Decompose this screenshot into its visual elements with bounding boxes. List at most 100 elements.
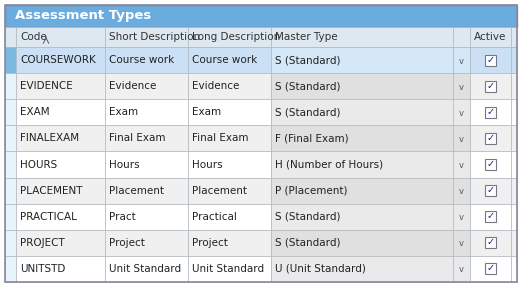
Bar (105, 27, 188, 47)
Text: v: v (459, 57, 464, 65)
Text: Long Description: Long Description (192, 32, 280, 42)
Text: H (Number of Hours): H (Number of Hours) (275, 160, 383, 170)
Text: ✓: ✓ (487, 133, 494, 143)
Bar (271, 73, 453, 99)
Bar (511, 99, 517, 125)
Bar (453, 99, 470, 125)
Text: Unit Standard: Unit Standard (109, 264, 181, 274)
Text: Unit Standard: Unit Standard (192, 264, 264, 274)
Text: ✓: ✓ (487, 107, 494, 117)
Bar (485, 237, 496, 248)
Text: EVIDENCE: EVIDENCE (20, 81, 73, 91)
Bar (271, 256, 453, 282)
Text: Evidence: Evidence (192, 81, 240, 91)
Bar (453, 230, 470, 256)
Text: F (Final Exam): F (Final Exam) (275, 133, 349, 144)
Text: ✓: ✓ (487, 237, 494, 247)
Bar (271, 99, 453, 125)
Bar (470, 152, 511, 178)
Bar (105, 152, 188, 178)
Text: ✓: ✓ (487, 211, 494, 221)
Bar (188, 152, 271, 178)
Bar (453, 178, 470, 204)
Text: ✓: ✓ (487, 159, 494, 169)
Text: U (Unit Standard): U (Unit Standard) (275, 264, 366, 274)
Text: Evidence: Evidence (109, 81, 157, 91)
Bar (5, 230, 16, 256)
Bar (511, 47, 517, 73)
Bar (188, 99, 271, 125)
Bar (453, 27, 470, 47)
Bar (511, 73, 517, 99)
Bar (470, 204, 511, 230)
Bar (470, 27, 511, 47)
Bar (105, 99, 188, 125)
Text: Active: Active (474, 32, 506, 42)
Bar (16, 99, 105, 125)
Bar (511, 27, 517, 47)
Text: PROJECT: PROJECT (20, 238, 65, 248)
Bar (470, 47, 511, 73)
Text: ✓: ✓ (487, 55, 494, 65)
Bar (188, 256, 271, 282)
Text: Pract: Pract (109, 212, 136, 222)
Text: HOURS: HOURS (20, 160, 57, 170)
Text: COURSEWORK: COURSEWORK (20, 55, 96, 65)
Bar (5, 5, 517, 27)
Bar (485, 185, 496, 196)
Bar (16, 152, 105, 178)
Text: v: v (459, 187, 464, 196)
Bar (5, 73, 16, 99)
Text: UNITSTD: UNITSTD (20, 264, 65, 274)
Bar (16, 230, 105, 256)
Text: v: v (459, 83, 464, 92)
Text: Practical: Practical (192, 212, 237, 222)
Bar (511, 256, 517, 282)
Bar (470, 230, 511, 256)
Bar (16, 256, 105, 282)
Bar (5, 152, 16, 178)
Bar (485, 133, 496, 144)
Bar (470, 99, 511, 125)
Bar (453, 204, 470, 230)
Bar (271, 125, 453, 152)
Bar (485, 159, 496, 170)
Bar (511, 178, 517, 204)
Text: Exam: Exam (109, 107, 138, 117)
Bar (5, 178, 16, 204)
Bar (271, 47, 453, 73)
Bar (485, 81, 496, 92)
Bar (188, 230, 271, 256)
Bar (16, 27, 105, 47)
Bar (5, 99, 16, 125)
Text: v: v (459, 161, 464, 170)
Text: v: v (459, 213, 464, 222)
Text: Exam: Exam (192, 107, 221, 117)
Text: Placement: Placement (192, 186, 247, 196)
Bar (453, 47, 470, 73)
Bar (511, 230, 517, 256)
Bar (271, 230, 453, 256)
Bar (453, 152, 470, 178)
Bar (453, 256, 470, 282)
Text: v: v (459, 239, 464, 248)
Bar (188, 178, 271, 204)
Bar (105, 47, 188, 73)
Text: Hours: Hours (109, 160, 139, 170)
Bar (470, 125, 511, 152)
Text: Project: Project (192, 238, 228, 248)
Text: Short Description: Short Description (109, 32, 200, 42)
Bar (485, 211, 496, 222)
Text: Course work: Course work (109, 55, 174, 65)
Bar (105, 204, 188, 230)
Bar (271, 204, 453, 230)
Text: v: v (459, 135, 464, 144)
Text: S (Standard): S (Standard) (275, 55, 340, 65)
Text: Project: Project (109, 238, 145, 248)
Text: Final Exam: Final Exam (109, 133, 165, 144)
Text: PRACTICAL: PRACTICAL (20, 212, 77, 222)
Bar (16, 178, 105, 204)
Text: S (Standard): S (Standard) (275, 107, 340, 117)
Bar (485, 107, 496, 118)
Text: FINALEXAM: FINALEXAM (20, 133, 79, 144)
